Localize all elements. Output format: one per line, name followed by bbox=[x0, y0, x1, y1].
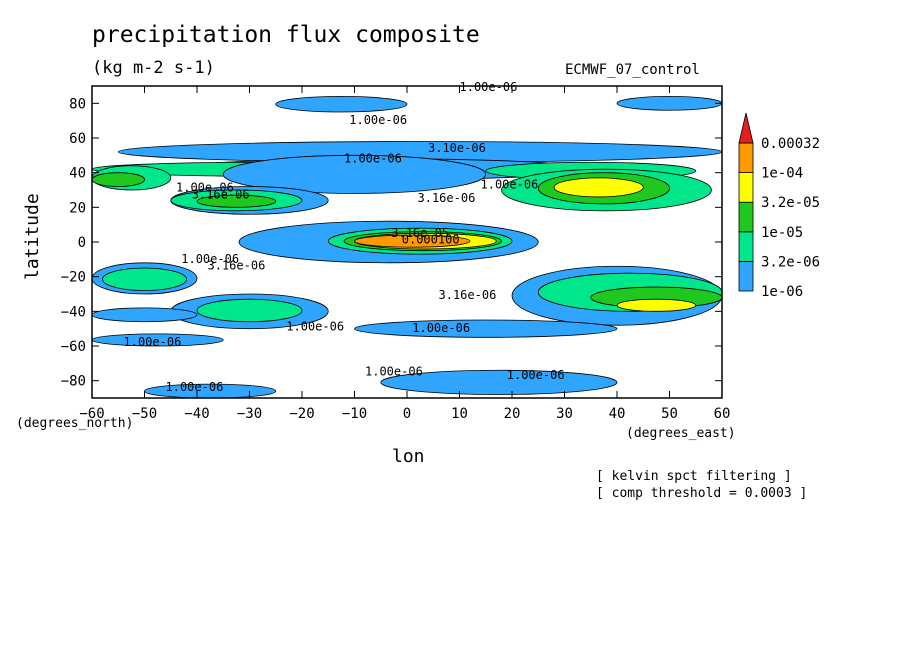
contour-label-16: 1.00e-06 bbox=[166, 380, 224, 394]
x-tick-label-7: 10 bbox=[451, 406, 468, 422]
contour-region-29 bbox=[380, 369, 618, 395]
y-tick-label-0: −80 bbox=[61, 374, 86, 390]
contour-label-1: 1.00e-06 bbox=[349, 113, 407, 127]
contour-region-27 bbox=[354, 319, 618, 338]
contour-region-22 bbox=[91, 307, 198, 323]
colorbar-arrow bbox=[738, 112, 754, 144]
x-axis-label: lon bbox=[392, 446, 425, 467]
colorbar: 1e-06 3.2e-06 1e-05 3.2e-05 1e-04 0.00032 bbox=[738, 112, 820, 300]
x-tick-label-2: −40 bbox=[184, 406, 209, 422]
contour-label-13: 1.00e-06 bbox=[412, 321, 470, 335]
x-tick-label-8: 20 bbox=[504, 406, 521, 422]
filter-note: [ kelvin spct filtering ] bbox=[596, 469, 792, 484]
colorbar-label-4: 1e-04 bbox=[761, 166, 803, 182]
colorbar-box-2 bbox=[738, 201, 754, 233]
axes: −60 −50 −40 −30 −20 −10 0 10 20 30 40 50 60 −80 −60 −40… bbox=[61, 86, 731, 422]
colorbar-box-1 bbox=[738, 231, 754, 262]
contour-region-17 bbox=[354, 234, 471, 248]
colorbar-label-2: 1e-05 bbox=[761, 225, 803, 241]
contour-label-11: 3.16e-06 bbox=[208, 259, 266, 273]
threshold-note: [ comp threshold = 0.0003 ] bbox=[596, 486, 808, 501]
colorbar-label-3: 3.2e-05 bbox=[761, 195, 820, 211]
x-tick-label-6: 0 bbox=[403, 406, 411, 422]
y-tick-label-5: 20 bbox=[69, 200, 86, 216]
colorbar-label-1: 3.2e-06 bbox=[761, 254, 820, 270]
contour-label-2: 1.00e-06 bbox=[344, 151, 402, 165]
contour-fills bbox=[91, 95, 723, 399]
contour-label-3: 3.10e-06 bbox=[428, 141, 486, 155]
contour-labels: 1.00e-06 1.00e-06 1.00e-06 3.10e-06 1.00e-06… bbox=[124, 80, 565, 394]
x-tick-label-3: −30 bbox=[237, 406, 262, 422]
y-tick-label-2: −40 bbox=[61, 304, 86, 320]
contour-region-31 bbox=[275, 95, 408, 113]
chart-title: precipitation flux composite bbox=[92, 22, 480, 48]
dataset-label: ECMWF_07_control bbox=[565, 62, 700, 78]
y-tick-label-1: −60 bbox=[61, 339, 86, 355]
contour-region-12 bbox=[196, 194, 277, 208]
contour-region-32 bbox=[616, 96, 723, 111]
x-tick-label-12: 60 bbox=[714, 406, 731, 422]
chart-units: (kg m-2 s-1) bbox=[92, 58, 215, 78]
x-tick-label-5: −10 bbox=[342, 406, 367, 422]
y-tick-label-7: 60 bbox=[69, 131, 86, 147]
x-tick-label-10: 40 bbox=[609, 406, 626, 422]
contour-region-21 bbox=[196, 298, 303, 323]
contour-label-4: 1.00e-06 bbox=[176, 181, 234, 195]
contour-label-0: 1.00e-06 bbox=[460, 80, 518, 94]
contour-region-26 bbox=[616, 298, 697, 312]
contour-label-9: 0.000100 bbox=[402, 233, 460, 247]
contour-label-15: 1.00e-06 bbox=[286, 319, 344, 333]
contour-label-6: 3.16e-06 bbox=[418, 191, 476, 205]
contour-label-14: 1.00e-06 bbox=[124, 335, 182, 349]
contour-region-7 bbox=[553, 177, 644, 198]
y-tick-label-3: −20 bbox=[61, 270, 86, 286]
contour-label-12: 3.16e-06 bbox=[439, 288, 497, 302]
colorbar-box-4 bbox=[738, 142, 754, 174]
colorbar-label-0: 1e-06 bbox=[761, 284, 803, 300]
contour-label-7: 1.00e-06 bbox=[481, 177, 539, 191]
colorbar-box-3 bbox=[738, 172, 754, 203]
y-tick-label-6: 40 bbox=[69, 166, 86, 182]
x-tick-label-4: −20 bbox=[289, 406, 314, 422]
x-tick-label-11: 50 bbox=[661, 406, 678, 422]
contour-label-10: 1.00e-06 bbox=[181, 252, 239, 266]
contour-region-9 bbox=[91, 172, 145, 187]
x-tick-label-0: −60 bbox=[79, 406, 104, 422]
y-tick-label-4: 0 bbox=[78, 235, 86, 251]
colorbar-label-5: 0.00032 bbox=[761, 136, 820, 152]
contour-label-8: 3.16e-05 bbox=[391, 226, 449, 240]
x-axis-unit: (degrees_east) bbox=[626, 426, 736, 441]
contour-region-4 bbox=[222, 154, 487, 194]
contour-label-5: 3.16e-06 bbox=[192, 188, 250, 202]
y-tick-label-8: 80 bbox=[69, 96, 86, 112]
x-tick-label-9: 30 bbox=[556, 406, 573, 422]
y-axis-unit: (degrees_north) bbox=[16, 416, 134, 431]
contour-label-17: 1.00e-06 bbox=[365, 364, 423, 378]
contour-label-18: 1.00e-06 bbox=[507, 368, 565, 382]
colorbar-box-0 bbox=[738, 260, 754, 292]
x-tick-label-1: −50 bbox=[132, 406, 157, 422]
contour-region-19 bbox=[102, 267, 187, 291]
